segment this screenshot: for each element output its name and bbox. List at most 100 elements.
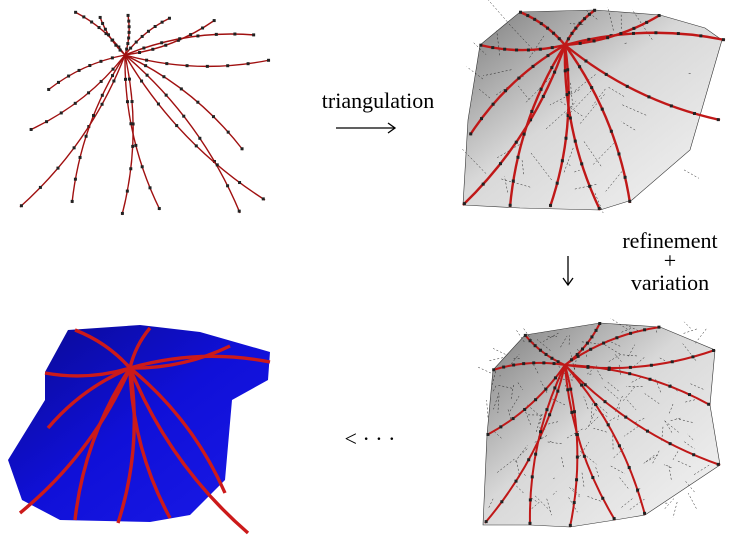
control-point <box>586 342 589 345</box>
control-point <box>632 27 635 30</box>
mesh-edge <box>482 0 507 22</box>
control-point <box>566 388 569 391</box>
control-point <box>527 49 530 52</box>
control-point <box>20 204 23 207</box>
control-point <box>509 204 512 207</box>
control-point <box>213 19 216 22</box>
curve <box>125 55 240 213</box>
control-point <box>147 30 150 33</box>
control-point <box>646 430 649 433</box>
control-point <box>574 140 577 143</box>
control-point <box>593 9 596 12</box>
panel-curves <box>20 11 270 215</box>
control-point <box>598 207 601 210</box>
control-point <box>142 47 145 50</box>
control-point <box>545 408 548 411</box>
control-point <box>618 444 621 447</box>
control-point <box>135 41 138 44</box>
control-point <box>581 347 584 350</box>
curve <box>20 55 125 207</box>
control-point <box>196 34 199 37</box>
control-point <box>515 49 518 52</box>
control-point <box>114 44 117 47</box>
control-point <box>500 500 503 503</box>
control-point <box>144 64 147 67</box>
control-point <box>557 360 560 363</box>
control-point <box>574 27 577 30</box>
control-point <box>485 520 488 523</box>
control-point <box>542 95 545 98</box>
control-point <box>99 16 102 19</box>
control-point <box>691 355 694 358</box>
mesh-edge <box>684 322 690 328</box>
control-point <box>589 348 592 351</box>
control-point <box>524 334 527 337</box>
control-point <box>107 33 110 36</box>
control-point <box>619 32 622 35</box>
figure: triangulation refinement + variation < ·… <box>0 0 738 538</box>
control-point <box>165 94 168 97</box>
control-point <box>564 69 567 72</box>
control-point <box>699 34 702 37</box>
control-point <box>556 182 559 185</box>
control-point <box>227 131 230 134</box>
control-point <box>628 466 631 469</box>
control-point <box>523 133 526 136</box>
control-point <box>670 104 673 107</box>
control-point <box>175 124 178 127</box>
control-point <box>654 31 657 34</box>
control-point <box>539 48 542 51</box>
control-point <box>112 68 115 71</box>
control-point <box>90 20 93 23</box>
control-point <box>157 102 160 105</box>
control-point <box>546 27 549 30</box>
control-point <box>534 344 537 347</box>
control-point <box>549 204 552 207</box>
control-point <box>523 408 526 411</box>
control-point <box>517 77 520 80</box>
control-point <box>126 42 129 45</box>
control-point <box>82 15 85 18</box>
control-point <box>617 152 620 155</box>
control-point <box>707 403 710 406</box>
control-point <box>606 36 609 39</box>
control-point <box>482 183 485 186</box>
control-point <box>469 132 472 135</box>
control-point <box>111 74 114 77</box>
control-point <box>267 59 270 62</box>
control-point <box>531 475 534 478</box>
control-point <box>504 89 507 92</box>
control-point <box>595 329 598 332</box>
control-point <box>650 364 653 367</box>
control-point <box>527 458 530 461</box>
control-point <box>556 390 559 393</box>
control-point <box>138 51 141 54</box>
control-point <box>677 32 680 35</box>
curve <box>125 55 243 150</box>
control-point <box>127 36 130 39</box>
control-point <box>610 130 613 133</box>
control-point <box>629 366 632 369</box>
control-point <box>134 144 137 147</box>
curve <box>72 55 125 203</box>
control-point <box>613 517 616 520</box>
control-point <box>692 453 695 456</box>
control-point <box>92 114 95 117</box>
control-point <box>87 91 90 94</box>
control-point <box>593 39 596 42</box>
label-triangulation: triangulation <box>322 88 434 113</box>
control-point <box>584 59 587 62</box>
control-point <box>226 64 229 67</box>
control-point <box>140 80 143 83</box>
control-point <box>573 501 576 504</box>
control-point <box>534 398 537 401</box>
control-point <box>162 75 165 78</box>
control-point <box>567 37 570 40</box>
mesh-edge <box>688 493 696 508</box>
control-point <box>569 117 572 120</box>
control-point <box>532 361 535 364</box>
control-point <box>528 522 531 525</box>
control-point <box>74 178 77 181</box>
control-point <box>129 167 132 170</box>
control-point <box>591 476 594 479</box>
